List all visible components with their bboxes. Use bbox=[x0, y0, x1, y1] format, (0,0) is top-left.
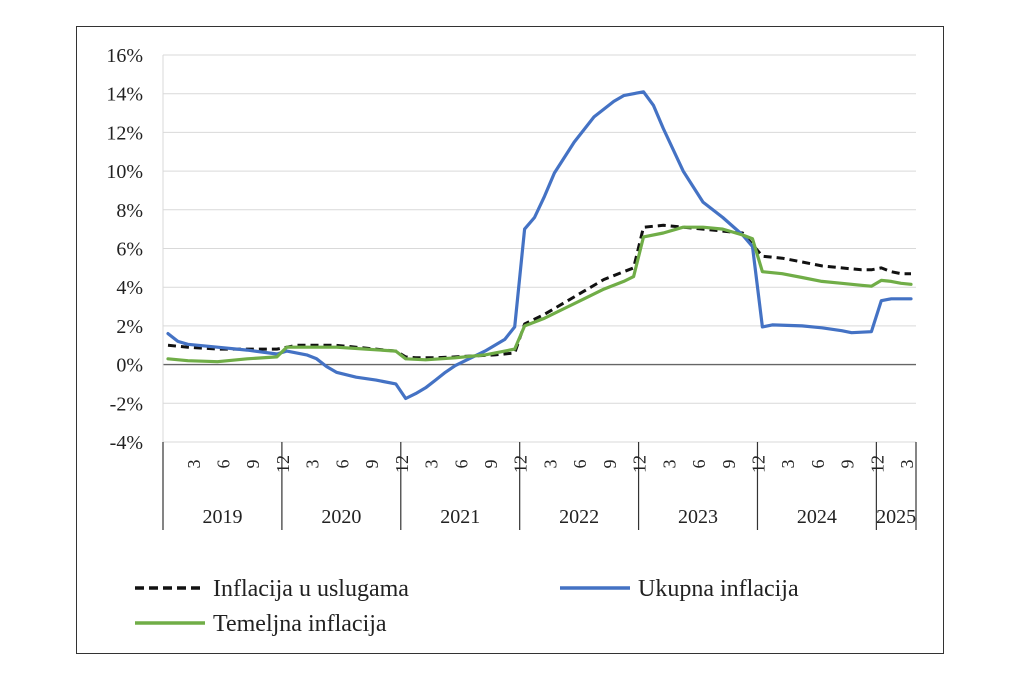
y-tick-label: 4% bbox=[116, 277, 143, 299]
y-tick-label: 8% bbox=[116, 200, 143, 222]
x-month-tick-label: 3 bbox=[897, 460, 917, 469]
x-month-tick-label: 6 bbox=[689, 460, 709, 469]
x-year-label: 2020 bbox=[321, 506, 361, 528]
legend-label: Temeljna inflacija bbox=[213, 611, 387, 637]
y-tick-label: -4% bbox=[110, 432, 143, 454]
x-month-tick-label: 3 bbox=[422, 460, 442, 469]
x-month-tick-label: 9 bbox=[719, 460, 739, 469]
x-year-label: 2023 bbox=[678, 506, 718, 528]
x-month-tick-label: 3 bbox=[184, 460, 204, 469]
y-axis-ticks: 16% 14% 12% 10% 8% 6% 4% 2% 0% -2% -4% bbox=[106, 45, 143, 454]
chart-frame bbox=[76, 26, 944, 654]
y-tick-label: 2% bbox=[116, 316, 143, 338]
y-tick-label: 10% bbox=[106, 161, 143, 183]
y-tick-label: 14% bbox=[106, 84, 143, 106]
x-month-tick-label: 6 bbox=[451, 460, 471, 469]
x-month-tick-label: 9 bbox=[838, 460, 858, 469]
x-year-label: 2021 bbox=[440, 506, 480, 528]
legend: Inflacija u uslugama Ukupna inflacija Teme… bbox=[135, 576, 799, 637]
x-month-tick-label: 9 bbox=[243, 460, 263, 469]
x-month-tick-label: 6 bbox=[332, 460, 352, 469]
x-month-tick-label: 9 bbox=[600, 460, 620, 469]
y-tick-label: 12% bbox=[106, 122, 143, 144]
series-line-1 bbox=[167, 223, 911, 360]
x-month-tick-label: 6 bbox=[213, 460, 233, 469]
x-month-tick-label: 12 bbox=[392, 455, 412, 473]
y-tick-label: 6% bbox=[116, 239, 143, 261]
x-month-tick-label: 12 bbox=[273, 455, 293, 473]
x-month-tick-label: 12 bbox=[511, 455, 531, 473]
x-month-tick-label: 3 bbox=[303, 460, 323, 469]
x-month-tick-label: 12 bbox=[867, 455, 887, 473]
x-month-tick-label: 3 bbox=[540, 460, 560, 469]
x-year-label: 2024 bbox=[797, 506, 837, 528]
x-month-tick-label: 9 bbox=[481, 460, 501, 469]
x-year-label: 2022 bbox=[559, 506, 599, 528]
x-month-tick-label: 6 bbox=[808, 460, 828, 469]
x-month-tick-label: 3 bbox=[659, 460, 679, 469]
legend-label: Inflacija u uslugama bbox=[213, 576, 409, 602]
x-month-tick-label: 3 bbox=[778, 460, 798, 469]
grid-lines bbox=[162, 54, 916, 443]
x-month-tick-label: 6 bbox=[570, 460, 590, 469]
x-year-label: 2025 bbox=[876, 506, 916, 528]
x-month-tick-label: 12 bbox=[749, 455, 769, 473]
x-year-label: 2019 bbox=[202, 506, 242, 528]
x-month-tick-label: 9 bbox=[362, 460, 382, 469]
y-tick-label: 0% bbox=[116, 355, 143, 377]
series-line-3 bbox=[166, 225, 913, 364]
y-tick-label: 16% bbox=[106, 45, 143, 67]
legend-label: Ukupna inflacija bbox=[638, 576, 799, 602]
x-month-tick-label: 12 bbox=[630, 455, 650, 473]
y-tick-label: -2% bbox=[110, 393, 143, 415]
series-lines bbox=[166, 90, 913, 401]
series-line-2 bbox=[166, 90, 913, 401]
